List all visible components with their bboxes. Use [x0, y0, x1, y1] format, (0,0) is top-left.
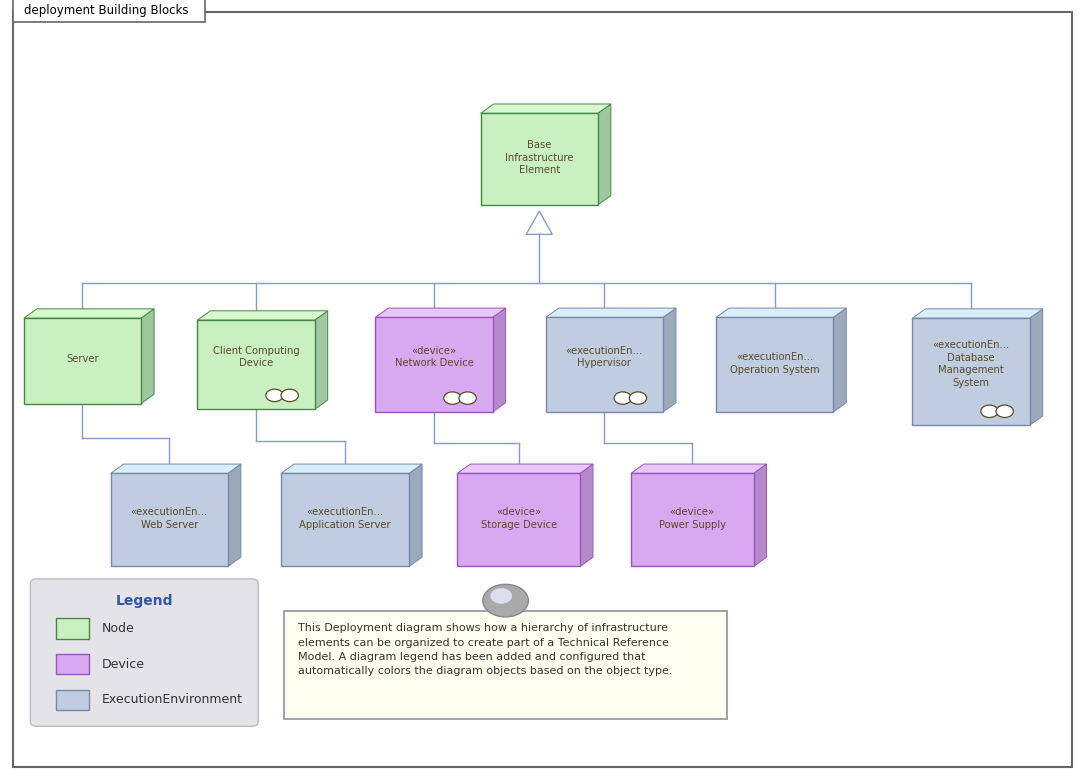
Bar [284, 611, 727, 719]
Circle shape [266, 389, 283, 402]
Circle shape [444, 392, 461, 404]
Bar [24, 318, 141, 404]
Polygon shape [111, 464, 241, 473]
Polygon shape [1030, 309, 1043, 425]
Bar [631, 473, 753, 566]
Polygon shape [141, 309, 154, 404]
Circle shape [629, 392, 647, 404]
Text: Legend: Legend [116, 594, 173, 608]
Text: «executionEn...
Operation System: «executionEn... Operation System [730, 352, 819, 375]
Polygon shape [753, 464, 766, 566]
Circle shape [996, 405, 1013, 417]
Bar [56, 618, 89, 639]
Text: «executionEn...
Web Server: «executionEn... Web Server [130, 507, 208, 530]
Bar [716, 317, 833, 412]
Polygon shape [281, 464, 422, 473]
Polygon shape [228, 464, 241, 566]
Text: Device: Device [102, 658, 145, 670]
FancyBboxPatch shape [13, 0, 205, 22]
Bar [375, 317, 493, 412]
Circle shape [490, 588, 512, 604]
Polygon shape [493, 308, 506, 412]
Polygon shape [598, 104, 611, 205]
Circle shape [614, 392, 631, 404]
Bar [481, 113, 598, 205]
Polygon shape [546, 308, 676, 317]
Polygon shape [197, 310, 328, 320]
Text: «executionEn...
Hypervisor: «executionEn... Hypervisor [565, 345, 643, 369]
Bar [546, 317, 663, 412]
Bar [111, 473, 228, 566]
Polygon shape [716, 308, 846, 317]
Polygon shape [458, 464, 592, 473]
Bar [458, 473, 579, 566]
Bar [912, 318, 1030, 425]
Text: «device»
Power Supply: «device» Power Supply [659, 507, 726, 530]
Polygon shape [912, 309, 1043, 318]
Polygon shape [24, 309, 154, 318]
Circle shape [281, 389, 298, 402]
Text: deployment Building Blocks: deployment Building Blocks [24, 4, 189, 16]
Text: Server: Server [66, 355, 99, 364]
Polygon shape [409, 464, 422, 566]
Bar [56, 690, 89, 710]
Polygon shape [663, 308, 676, 412]
Polygon shape [315, 310, 328, 410]
Circle shape [459, 392, 476, 404]
FancyBboxPatch shape [30, 579, 258, 726]
Polygon shape [526, 211, 552, 234]
Text: Node: Node [102, 622, 135, 635]
Text: This Deployment diagram shows how a hierarchy of infrastructure
elements can be : This Deployment diagram shows how a hier… [298, 623, 673, 677]
Polygon shape [579, 464, 592, 566]
Text: ExecutionEnvironment: ExecutionEnvironment [102, 694, 243, 706]
Text: Base
Infrastructure
Element: Base Infrastructure Element [505, 140, 574, 175]
Text: «device»
Network Device: «device» Network Device [395, 345, 473, 369]
Bar [281, 473, 409, 566]
Circle shape [483, 584, 528, 617]
Text: «executionEn...
Application Server: «executionEn... Application Server [299, 507, 391, 530]
Polygon shape [833, 308, 846, 412]
Circle shape [981, 405, 998, 417]
Bar [56, 654, 89, 674]
Polygon shape [631, 464, 766, 473]
Polygon shape [481, 104, 611, 113]
Text: «device»
Storage Device: «device» Storage Device [481, 507, 557, 530]
Polygon shape [375, 308, 506, 317]
Text: Client Computing
Device: Client Computing Device [213, 345, 299, 369]
Text: «executionEn...
Database
Management
System: «executionEn... Database Management Syst… [932, 340, 1010, 388]
Bar [197, 320, 315, 410]
